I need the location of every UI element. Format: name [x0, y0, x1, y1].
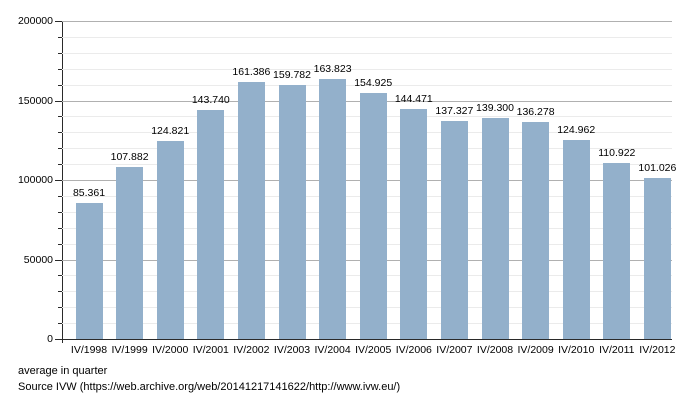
gridline-minor: [62, 37, 672, 38]
gridline-minor: [62, 53, 672, 54]
y-axis-label: 150000: [17, 94, 53, 107]
bar-value-label: 143.740: [191, 94, 230, 106]
y-axis-tick: [58, 148, 62, 149]
bar-value-label: 101.026: [638, 162, 677, 174]
bar-IV/1998: [75, 203, 103, 339]
y-axis-label: 200000: [17, 15, 53, 27]
gridline-minor: [62, 69, 672, 70]
y-axis-tick: [58, 196, 62, 197]
chart-footer: average in quarter Source IVW (https://w…: [18, 364, 400, 395]
bar-value-label: 124.962: [557, 124, 596, 136]
gridline-major: [62, 21, 672, 22]
y-axis-tick: [58, 132, 62, 133]
y-axis-label: 50000: [23, 253, 53, 266]
footer-source: Source IVW (https://web.archive.org/web/…: [18, 380, 401, 393]
y-axis-tick: [58, 244, 62, 245]
bar-value-label: 107.882: [110, 151, 149, 163]
y-axis-tick: [58, 291, 62, 292]
bar-IV/2011: [603, 163, 631, 339]
x-axis-line: [62, 339, 672, 340]
bar-value-label: 154.925: [354, 77, 393, 89]
x-axis-label: IV/2010: [558, 344, 595, 356]
bar-IV/2002: [237, 82, 265, 339]
y-axis-line: [62, 21, 63, 343]
y-axis-tick: [58, 228, 62, 229]
x-axis-label: IV/2011: [599, 344, 635, 356]
x-axis-label: IV/2003: [273, 344, 311, 356]
y-axis-tick: [58, 323, 62, 324]
x-axis-label: IV/2009: [517, 344, 554, 356]
x-axis-label: IV/1999: [111, 344, 148, 356]
bar-value-label: 161.386: [232, 66, 271, 78]
bar-value-label: 136.278: [516, 106, 555, 118]
bar-IV/2004: [319, 79, 347, 339]
bar-IV/2001: [197, 110, 225, 339]
y-axis-tick: [55, 260, 62, 261]
gridline-minor: [62, 85, 672, 86]
bar-value-label: 139.300: [476, 102, 514, 114]
bar-IV/2003: [278, 85, 306, 339]
y-axis-tick: [58, 53, 62, 54]
y-axis-tick: [58, 212, 62, 213]
bar-IV/1999: [116, 167, 144, 339]
x-axis-label: IV/1998: [70, 344, 108, 356]
bar-IV/2000: [156, 141, 184, 339]
x-axis-label: IV/2005: [355, 344, 392, 356]
y-axis-tick: [58, 275, 62, 276]
y-axis-label: 100000: [17, 174, 53, 186]
x-axis-label: IV/2000: [152, 344, 189, 356]
plot-area: 85.361 107.882 124.821 143.740 161.386 159.78…: [62, 21, 676, 339]
x-axis-label: IV/2001: [192, 344, 229, 356]
bar-IV/2008: [481, 118, 509, 339]
bar-IV/2007: [440, 121, 468, 339]
y-axis-tick: [55, 101, 62, 102]
y-axis-tick: [58, 307, 62, 308]
y-axis-tick: [58, 37, 62, 38]
bar-value-label: 110.922: [598, 147, 636, 159]
y-axis-tick: [58, 85, 62, 86]
bar-value-label: 124.821: [151, 125, 190, 137]
y-axis-tick: [58, 116, 62, 117]
bar-IV/2010: [562, 140, 590, 339]
y-axis-tick: [55, 180, 62, 181]
y-axis-tick: [58, 164, 62, 165]
y-axis-tick: [58, 69, 62, 70]
bar-value-label: 159.782: [273, 69, 311, 81]
x-axis-label: IV/2004: [314, 344, 351, 356]
y-axis-tick: [55, 21, 62, 22]
bar-IV/2006: [400, 109, 428, 339]
bar-value-label: 144.471: [394, 93, 433, 105]
bar-value-label: 163.823: [313, 63, 352, 75]
x-axis-label: IV/2012: [639, 344, 676, 356]
x-axis-label: IV/2008: [476, 344, 514, 356]
footer-caption: average in quarter: [18, 365, 108, 377]
bar-value-label: 85.361: [72, 187, 106, 199]
bar-IV/2009: [522, 122, 550, 339]
x-axis-label: IV/2007: [436, 344, 473, 356]
bar-value-label: 137.327: [435, 105, 474, 117]
x-axis-label: IV/2006: [395, 344, 432, 356]
bar-IV/2005: [359, 93, 387, 339]
y-axis-tick: [55, 339, 62, 340]
bar-IV/2012: [643, 178, 671, 339]
y-axis-label: 0: [47, 333, 53, 345]
x-axis-label: IV/2002: [233, 344, 270, 356]
